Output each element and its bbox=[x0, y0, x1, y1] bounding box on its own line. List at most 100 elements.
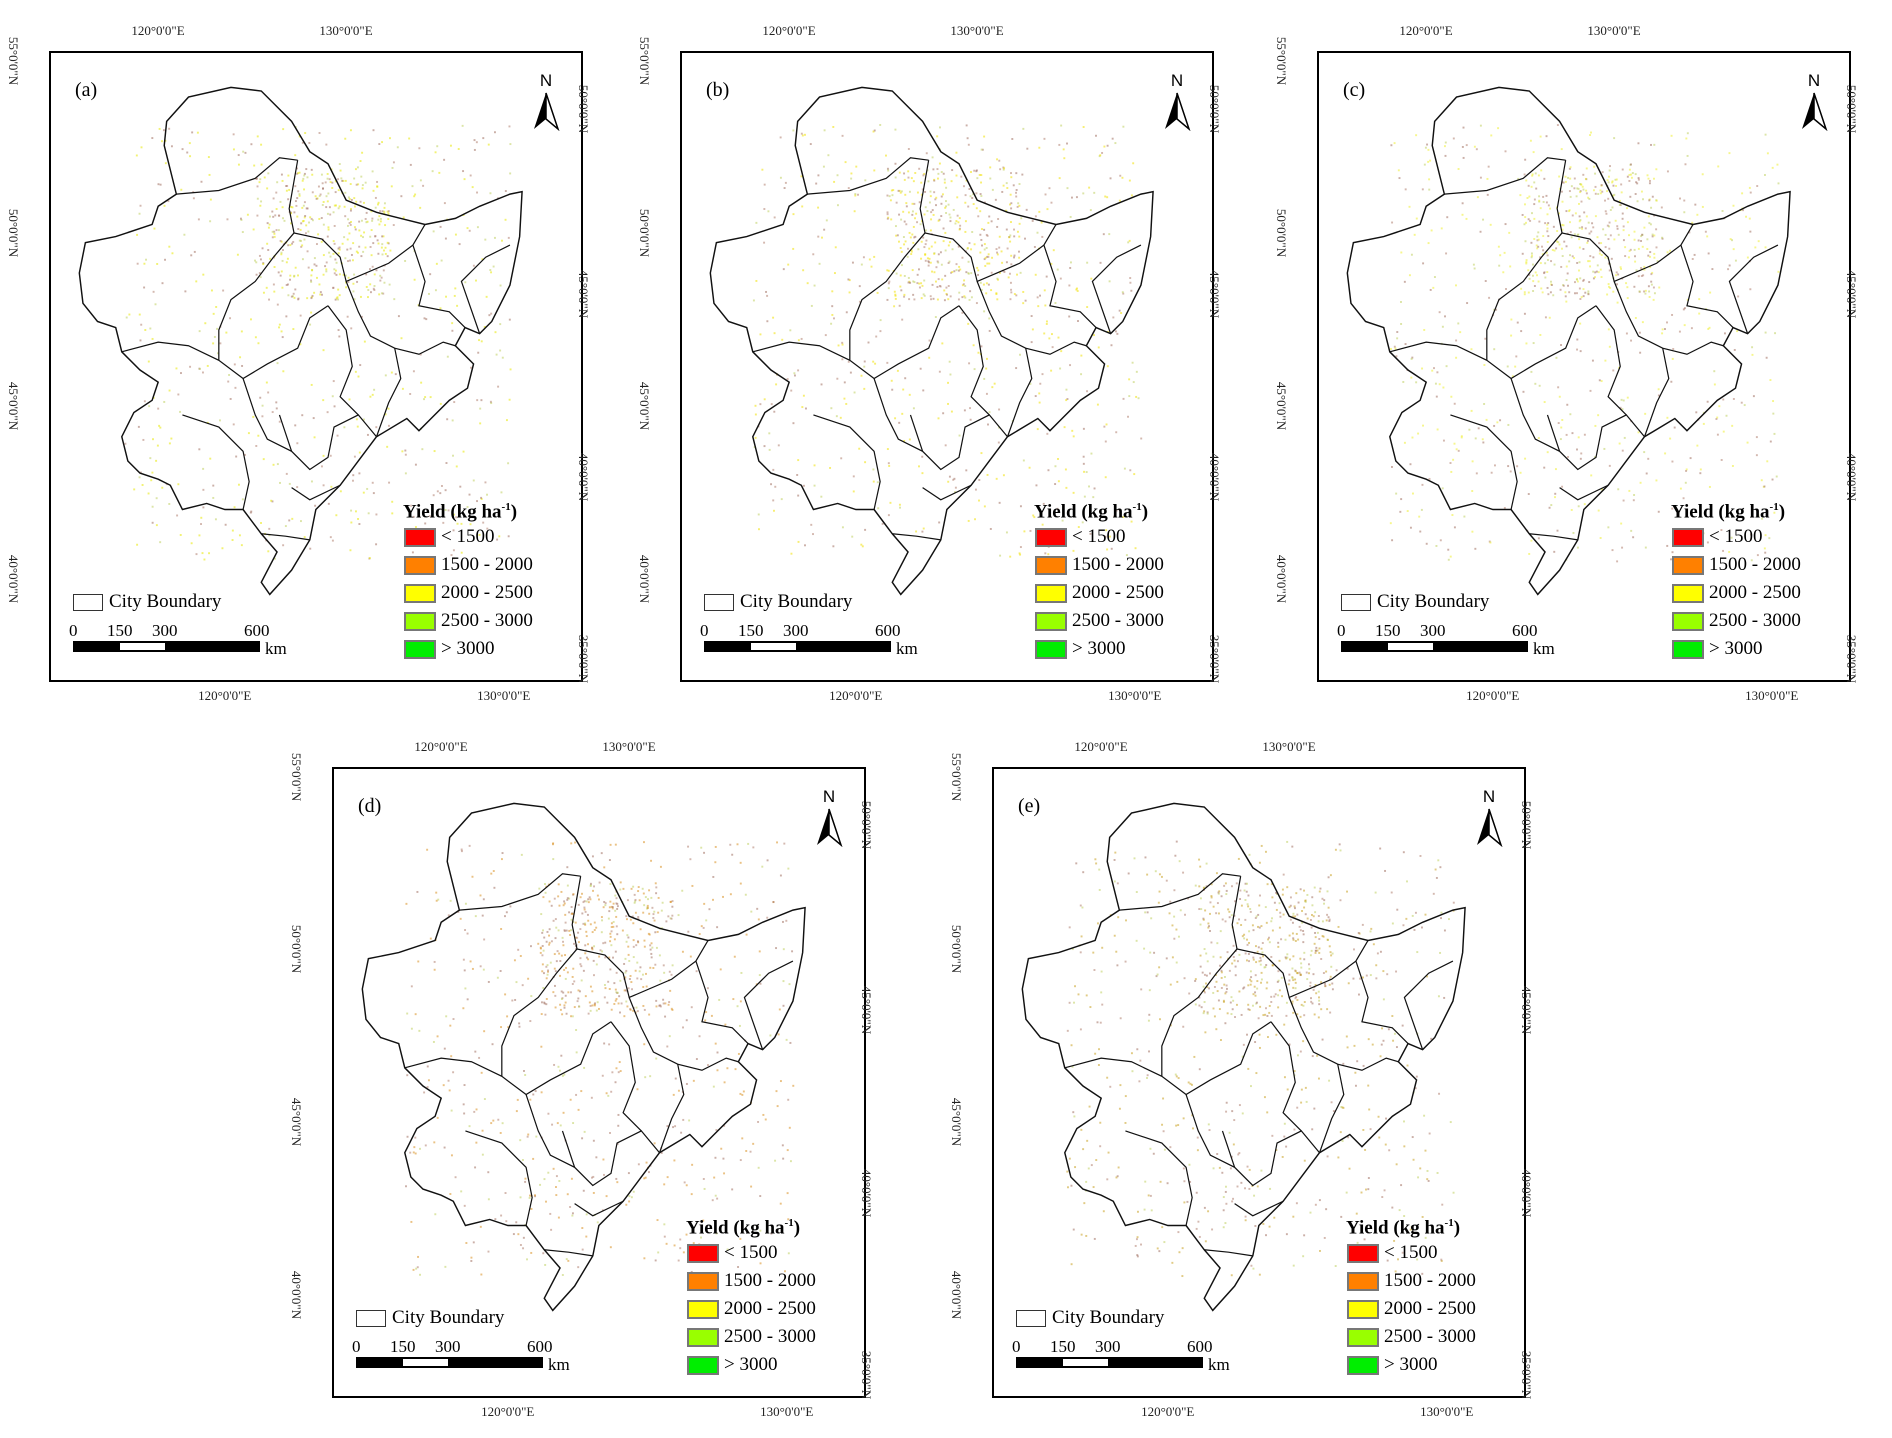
yield-pixel bbox=[910, 249, 913, 252]
yield-pixel bbox=[307, 230, 310, 233]
yield-pixel bbox=[1231, 1008, 1234, 1011]
city-boundary-line bbox=[752, 305, 960, 380]
yield-pixel bbox=[1666, 416, 1669, 419]
yield-pixel bbox=[372, 189, 375, 192]
yield-pixel bbox=[1329, 874, 1332, 877]
yield-pixel bbox=[1124, 960, 1127, 963]
yield-pixel bbox=[377, 218, 380, 221]
yield-pixel bbox=[990, 271, 993, 274]
yield-pixel bbox=[459, 917, 462, 920]
yield-pixel bbox=[1637, 142, 1640, 145]
yield-pixel bbox=[1353, 1044, 1356, 1047]
yield-pixel bbox=[408, 137, 411, 140]
yield-pixel bbox=[637, 886, 640, 889]
yield-pixel bbox=[1585, 167, 1588, 170]
scale-tick: 150 bbox=[107, 621, 133, 640]
yield-pixel bbox=[1202, 887, 1205, 890]
city-boundary-line bbox=[121, 305, 329, 380]
yield-pixel bbox=[267, 172, 270, 175]
yield-pixel bbox=[1584, 291, 1587, 294]
yield-pixel bbox=[1219, 964, 1221, 967]
yield-pixel bbox=[724, 1023, 727, 1026]
yield-pixel bbox=[529, 1098, 532, 1101]
yield-pixel bbox=[1314, 949, 1317, 952]
yield-pixel bbox=[349, 209, 352, 212]
yield-pixel bbox=[1280, 938, 1283, 941]
yield-pixel bbox=[140, 323, 143, 326]
yield-pixel bbox=[641, 887, 644, 890]
yield-pixel bbox=[1291, 967, 1294, 970]
yield-pixel bbox=[1757, 240, 1760, 243]
yield-pixel bbox=[1270, 955, 1273, 958]
yield-pixel bbox=[1125, 919, 1127, 922]
yield-pixel bbox=[1169, 1024, 1172, 1027]
yield-pixel bbox=[1439, 951, 1442, 954]
yield-pixel bbox=[1186, 1200, 1189, 1203]
yield-pixel bbox=[298, 239, 301, 242]
yield-pixel bbox=[1766, 152, 1769, 155]
yield-pixel bbox=[331, 181, 334, 184]
yield-pixel bbox=[1528, 195, 1531, 198]
yield-pixel bbox=[497, 385, 500, 388]
yield-pixel bbox=[541, 963, 544, 966]
legend-item: 1500 - 2000 bbox=[1035, 554, 1164, 576]
yield-pixel bbox=[1400, 251, 1403, 254]
yield-pixel bbox=[1217, 891, 1220, 894]
yield-pixel bbox=[1591, 222, 1594, 225]
yield-pixel bbox=[1205, 952, 1208, 955]
yield-pixel bbox=[1589, 265, 1592, 268]
yield-pixel bbox=[280, 173, 283, 176]
yield-pixel bbox=[468, 229, 471, 232]
yield-pixel bbox=[902, 388, 905, 391]
yield-pixel bbox=[1579, 191, 1582, 194]
yield-pixel bbox=[167, 200, 170, 203]
yield-pixel bbox=[1130, 1052, 1133, 1055]
yield-pixel bbox=[573, 1006, 576, 1009]
yield-pixel bbox=[911, 210, 914, 213]
yield-pixel bbox=[507, 535, 510, 538]
yield-pixel bbox=[550, 940, 553, 943]
yield-pixel bbox=[1582, 288, 1585, 291]
yield-pixel bbox=[1299, 1015, 1302, 1018]
yield-pixel bbox=[961, 296, 964, 299]
yield-pixel bbox=[1114, 851, 1117, 854]
yield-pixel bbox=[1114, 142, 1117, 145]
yield-pixel bbox=[1198, 1004, 1201, 1007]
yield-pixel bbox=[1656, 260, 1659, 263]
yield-pixel bbox=[346, 224, 349, 227]
yield-pixel bbox=[1664, 452, 1667, 455]
yield-pixel bbox=[644, 896, 647, 899]
yield-pixel bbox=[745, 1150, 748, 1152]
yield-pixel bbox=[1650, 280, 1653, 283]
yield-pixel bbox=[604, 941, 607, 944]
yield-pixel bbox=[1578, 238, 1581, 241]
yield-pixel bbox=[547, 1112, 550, 1115]
yield-pixel bbox=[480, 496, 483, 499]
yield-pixel bbox=[1015, 172, 1018, 175]
yield-pixel bbox=[517, 948, 520, 951]
yield-pixel bbox=[682, 1118, 685, 1121]
yield-pixel bbox=[1302, 941, 1305, 944]
yield-pixel bbox=[564, 977, 567, 980]
yield-pixel bbox=[1585, 215, 1588, 218]
yield-pixel bbox=[1686, 154, 1689, 157]
yield-pixel bbox=[543, 1002, 546, 1005]
yield-pixel bbox=[1054, 483, 1057, 486]
yield-pixel bbox=[1169, 900, 1172, 903]
yield-pixel bbox=[1626, 175, 1629, 178]
yield-pixel bbox=[1421, 1272, 1424, 1275]
yield-pixel bbox=[562, 944, 565, 947]
yield-pixel bbox=[1277, 941, 1280, 944]
left-lat-label: 50°0'0"N bbox=[6, 208, 22, 258]
yield-pixel bbox=[920, 193, 923, 196]
yield-pixel bbox=[1582, 188, 1585, 191]
yield-pixel bbox=[290, 222, 293, 225]
yield-pixel bbox=[1270, 1014, 1273, 1017]
yield-pixel bbox=[292, 240, 295, 243]
yield-pixel bbox=[1218, 1166, 1221, 1169]
yield-pixel bbox=[1653, 143, 1656, 146]
scale-tick: 300 bbox=[1095, 1337, 1121, 1356]
yield-pixel bbox=[591, 1176, 593, 1179]
yield-pixel bbox=[359, 160, 362, 163]
yield-pixel bbox=[216, 352, 219, 355]
